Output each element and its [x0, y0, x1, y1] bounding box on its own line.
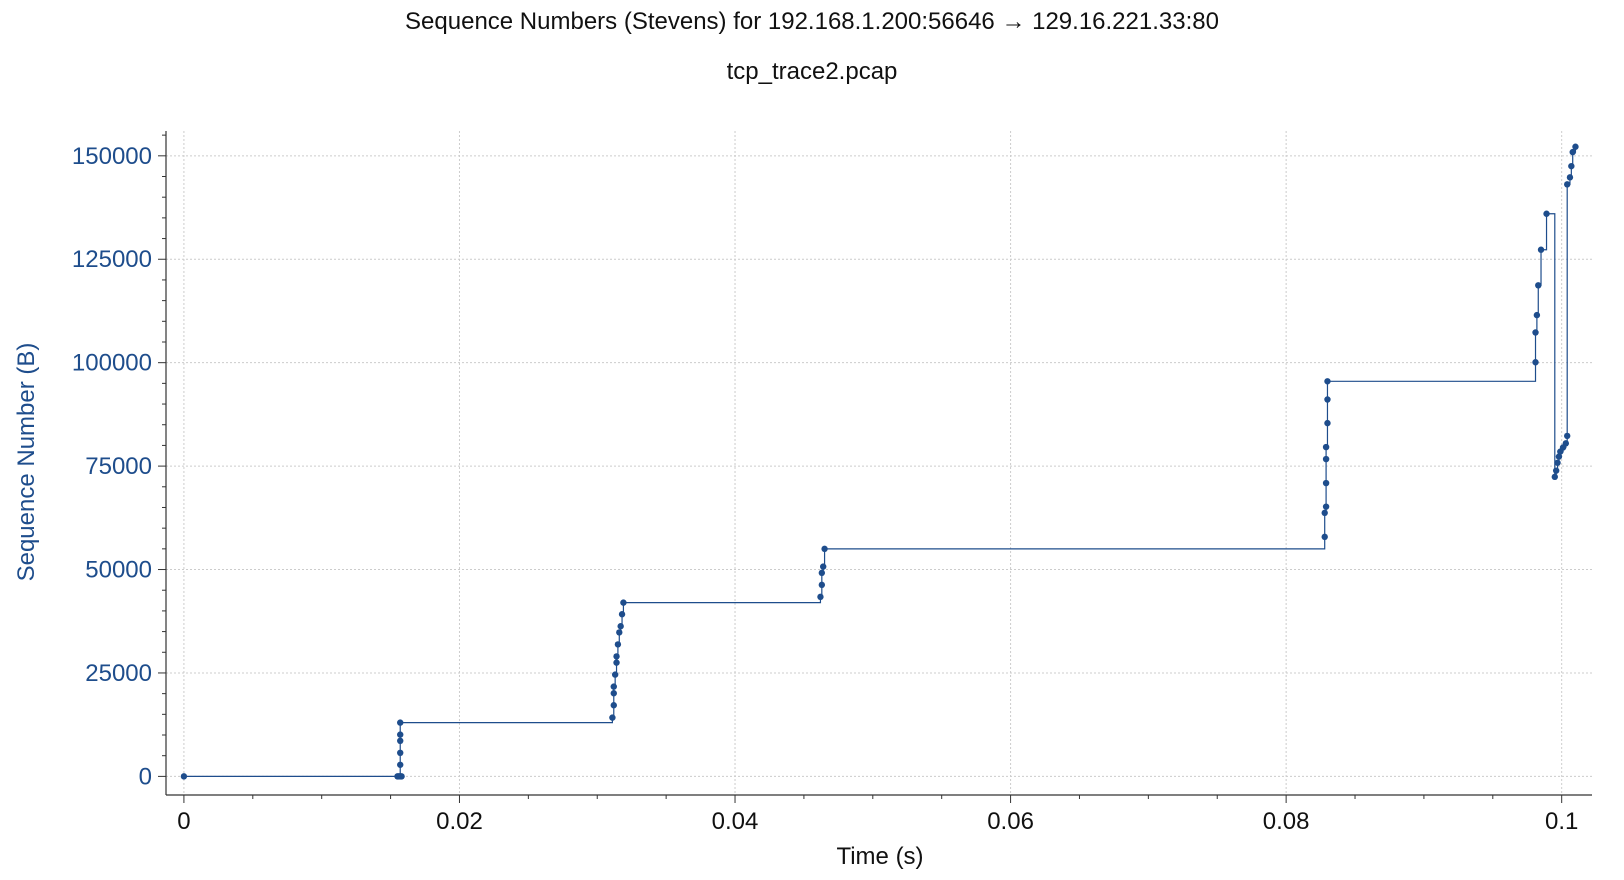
- y-tick-label: 150000: [72, 143, 152, 170]
- series-step-line: [183, 146, 1577, 777]
- data-point: [620, 599, 627, 606]
- data-point: [1321, 509, 1328, 517]
- data-point: [818, 581, 826, 589]
- x-tick-label: 0.02: [436, 808, 483, 835]
- data-point: [1537, 246, 1545, 253]
- data-point: [820, 563, 827, 570]
- data-point: [609, 714, 616, 721]
- data-point: [821, 545, 828, 553]
- data-point: [1322, 479, 1330, 487]
- axes: [158, 131, 1592, 803]
- x-tick-label: 0.04: [712, 808, 759, 835]
- y-tick-label: 100000: [72, 350, 152, 377]
- data-point: [818, 569, 826, 577]
- data-point: [1532, 359, 1539, 366]
- x-tick-label: 0.08: [1263, 808, 1310, 835]
- data-point: [397, 719, 404, 726]
- data-point: [1321, 533, 1328, 541]
- y-tick-label: 125000: [72, 246, 152, 273]
- data-point: [1562, 440, 1570, 447]
- data-point: [1572, 143, 1579, 150]
- data-point: [610, 702, 617, 709]
- y-tick-label: 75000: [85, 453, 152, 480]
- data-point: [1555, 453, 1563, 460]
- data-point: [1569, 148, 1576, 156]
- data-point: [610, 690, 617, 697]
- data-point: [1564, 181, 1571, 188]
- data-point: [1324, 378, 1331, 385]
- y-tick-label: 0: [139, 763, 152, 790]
- data-point: [1532, 329, 1539, 336]
- chart-title: Sequence Numbers (Stevens) for 192.168.1…: [405, 8, 1219, 35]
- y-tick-label: 25000: [85, 660, 152, 687]
- data-point: [617, 623, 624, 630]
- data-point: [1566, 174, 1574, 181]
- data-point: [398, 773, 405, 780]
- series-1: [180, 143, 1579, 780]
- data-point: [397, 731, 404, 738]
- chart-subtitle: tcp_trace2.pcap: [726, 58, 898, 85]
- x-tick-label: 0.1: [1545, 808, 1578, 835]
- data-point: [1551, 473, 1559, 481]
- data-point: [1322, 443, 1330, 451]
- grid-lines: [166, 131, 1592, 795]
- data-point: [1324, 396, 1331, 403]
- x-tick-label: 0: [177, 808, 190, 835]
- data-point: [1552, 467, 1560, 474]
- data-point: [1322, 503, 1330, 510]
- data-point: [180, 773, 188, 780]
- data-point: [1554, 459, 1561, 466]
- data-point: [613, 659, 620, 666]
- data-point: [1533, 311, 1541, 319]
- tick-labels: 0 0.02 0.04 0.06 0.08 0.1 0 25000 50000 75000 1000…: [72, 143, 1578, 835]
- data-point: [610, 683, 617, 690]
- data-point: [1535, 282, 1542, 289]
- data-point: [618, 611, 626, 618]
- data-point: [397, 761, 404, 768]
- data-point: [613, 653, 620, 660]
- data-point: [611, 671, 619, 678]
- y-tick-label: 50000: [85, 557, 152, 584]
- data-point: [817, 593, 824, 601]
- data-point: [397, 737, 404, 745]
- data-point: [1564, 432, 1571, 440]
- y-axis-title: Sequence Number (B): [13, 343, 40, 582]
- data-point: [1324, 419, 1331, 427]
- x-tick-label: 0.06: [987, 808, 1034, 835]
- data-point: [616, 629, 623, 636]
- data-point: [1543, 210, 1550, 217]
- data-point: [1568, 162, 1575, 170]
- data-point: [614, 641, 622, 648]
- x-axis-title: Time (s): [836, 843, 923, 870]
- data-point: [1322, 455, 1330, 463]
- data-point: [397, 749, 404, 757]
